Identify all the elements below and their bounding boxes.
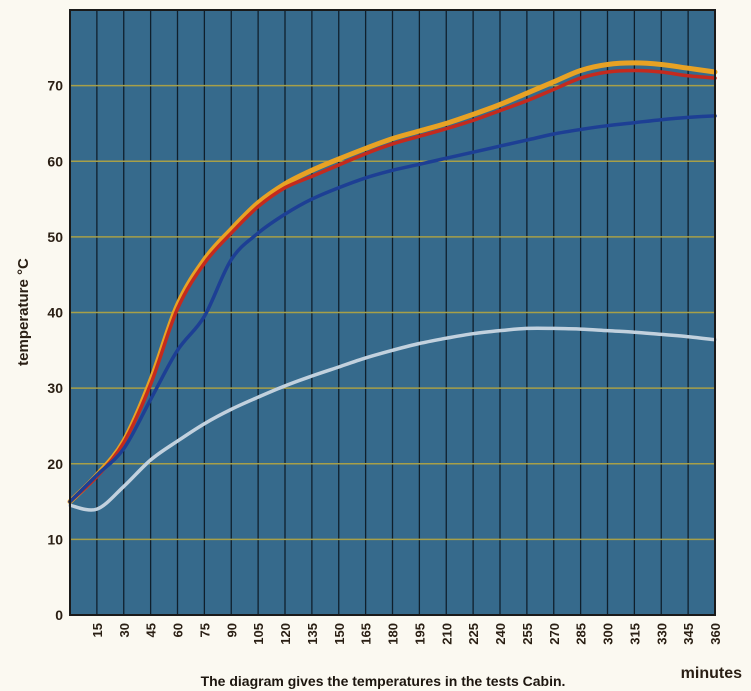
y-tick-label: 50 xyxy=(47,229,63,245)
y-tick-label: 10 xyxy=(47,531,63,547)
x-tick-label: 345 xyxy=(681,623,696,645)
y-axis-ticks: 0 10 20 30 40 50 60 70 xyxy=(47,78,63,623)
x-axis-label: minutes xyxy=(681,665,742,682)
x-tick-label: 330 xyxy=(654,623,669,645)
x-tick-label: 150 xyxy=(332,623,347,645)
y-tick-label: 60 xyxy=(47,153,63,169)
x-tick-label: 105 xyxy=(251,623,266,645)
series-line-2 xyxy=(68,68,717,504)
x-tick-label: 300 xyxy=(601,623,616,645)
chart-caption: The diagram gives the temperatures in th… xyxy=(201,673,566,689)
x-tick-label: 60 xyxy=(171,623,186,637)
x-tick-label: 75 xyxy=(197,623,212,637)
y-tick-label: 0 xyxy=(55,607,63,623)
x-tick-label: 135 xyxy=(305,623,320,645)
y-tick-label: 20 xyxy=(47,456,63,472)
x-tick-label: 180 xyxy=(386,623,401,645)
x-tick-label: 165 xyxy=(359,623,374,645)
x-tick-label: 285 xyxy=(574,623,589,645)
x-tick-label: 120 xyxy=(278,623,293,645)
plot-border xyxy=(69,9,716,616)
x-tick-label: 30 xyxy=(117,623,132,637)
y-tick-label: 70 xyxy=(47,78,63,94)
y-axis-label: temperature °C xyxy=(15,258,32,366)
x-tick-label: 195 xyxy=(412,623,427,645)
series-line-3 xyxy=(68,114,717,504)
x-axis-ticks: 15 30 45 60 75 90 105 120 135 150 165 180 195 210 225 2… xyxy=(90,623,723,645)
grid xyxy=(70,10,715,615)
x-tick-label: 360 xyxy=(708,623,723,645)
x-tick-label: 45 xyxy=(144,623,159,637)
x-tick-label: 255 xyxy=(520,623,535,645)
x-tick-label: 315 xyxy=(627,623,642,645)
x-tick-label: 270 xyxy=(547,623,562,645)
x-tick-label: 90 xyxy=(224,623,239,637)
x-tick-label: 225 xyxy=(466,623,481,645)
x-tick-label: 240 xyxy=(493,623,508,645)
x-tick-label: 15 xyxy=(90,623,105,637)
series-line-4 xyxy=(68,326,717,512)
y-tick-label: 40 xyxy=(47,305,63,321)
x-tick-label: 210 xyxy=(439,623,454,645)
series-lines xyxy=(67,60,718,512)
y-tick-label: 30 xyxy=(47,380,63,396)
